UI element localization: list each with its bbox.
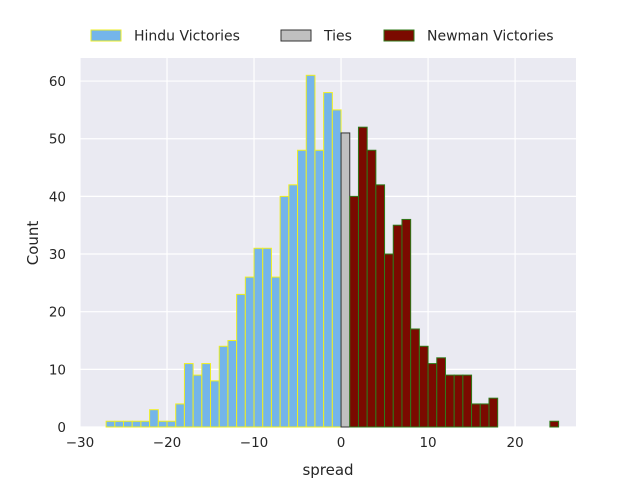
histogram-bar: [236, 293, 246, 428]
legend-label: Newman Victories: [427, 29, 554, 45]
histogram-bar: [157, 420, 168, 428]
histogram-bar: [366, 149, 377, 428]
histogram-bar: [436, 357, 446, 428]
legend-swatch: [90, 29, 122, 42]
legend: Hindu Victories Ties Newman Victories: [90, 29, 554, 45]
legend-label: Ties: [323, 29, 352, 45]
histogram-bar: [488, 397, 499, 428]
histogram-bar: [270, 276, 281, 428]
y-tick-label: 40: [49, 189, 66, 205]
y-tick-label: 60: [49, 74, 66, 90]
histogram-bar: [314, 149, 325, 428]
histogram-bar: [392, 224, 403, 428]
y-tick-label: 50: [49, 132, 66, 148]
x-tick-label: 20: [506, 435, 523, 451]
histogram-bar: [401, 218, 412, 428]
histogram-bar: [279, 195, 290, 428]
x-tick-labels: −30 −20 −10 0 10 20: [66, 435, 524, 451]
histogram-bar: [201, 363, 212, 428]
histogram-bar: [471, 403, 481, 428]
y-tick-label: 30: [49, 247, 66, 263]
histogram-bar: [297, 149, 307, 428]
legend-swatch: [383, 29, 415, 42]
histogram-bar: [444, 374, 455, 428]
histogram-bar: [210, 380, 220, 428]
histogram-bar: [183, 363, 194, 428]
x-tick-label: −30: [66, 435, 95, 451]
y-axis-label: Count: [24, 221, 42, 266]
histogram-bar: [166, 420, 177, 428]
x-tick-label: −10: [240, 435, 269, 451]
histogram-bar: [384, 253, 394, 428]
histogram-bar: [357, 126, 368, 428]
histogram-bar: [175, 403, 185, 428]
histogram-bar: [340, 132, 351, 428]
histogram-bar: [410, 328, 420, 428]
histogram-bar: [288, 184, 299, 428]
x-tick-label: 10: [419, 435, 436, 451]
histogram-bar: [453, 374, 464, 428]
histogram-bar: [131, 420, 142, 428]
histogram-bar: [227, 340, 238, 428]
histogram-bar: [253, 247, 264, 428]
y-tick-label: 20: [49, 305, 66, 321]
histogram-bar: [375, 184, 386, 428]
y-tick-label: 0: [57, 420, 66, 436]
histogram-bar: [331, 109, 342, 428]
histogram-bar: [140, 420, 151, 428]
x-tick-label: −20: [153, 435, 182, 451]
histogram-bar: [349, 195, 359, 428]
legend-swatch: [280, 29, 312, 42]
legend-label: Hindu Victories: [134, 29, 240, 45]
histogram-bar: [218, 345, 229, 428]
histogram-bar: [244, 276, 255, 428]
histogram-bar: [114, 420, 125, 428]
y-tick-label: 10: [49, 362, 66, 378]
histogram-bar: [192, 374, 203, 428]
histogram-bar: [323, 92, 333, 428]
x-tick-label: 0: [337, 435, 346, 451]
histogram-bar: [262, 247, 272, 428]
y-tick-labels: 0 10 20 30 40 50 60: [49, 74, 66, 436]
x-axis-label: spread: [302, 461, 353, 479]
histogram-bar: [305, 74, 316, 428]
histogram-bar: [105, 420, 116, 428]
histogram-bar: [427, 363, 438, 428]
histogram-bar: [149, 409, 159, 428]
histogram-bar: [123, 420, 133, 428]
histogram-bar: [462, 374, 473, 428]
histogram-bar: [479, 403, 490, 428]
histogram-bar: [549, 420, 560, 428]
bars-group: [105, 74, 560, 428]
histogram-bar: [418, 345, 429, 428]
